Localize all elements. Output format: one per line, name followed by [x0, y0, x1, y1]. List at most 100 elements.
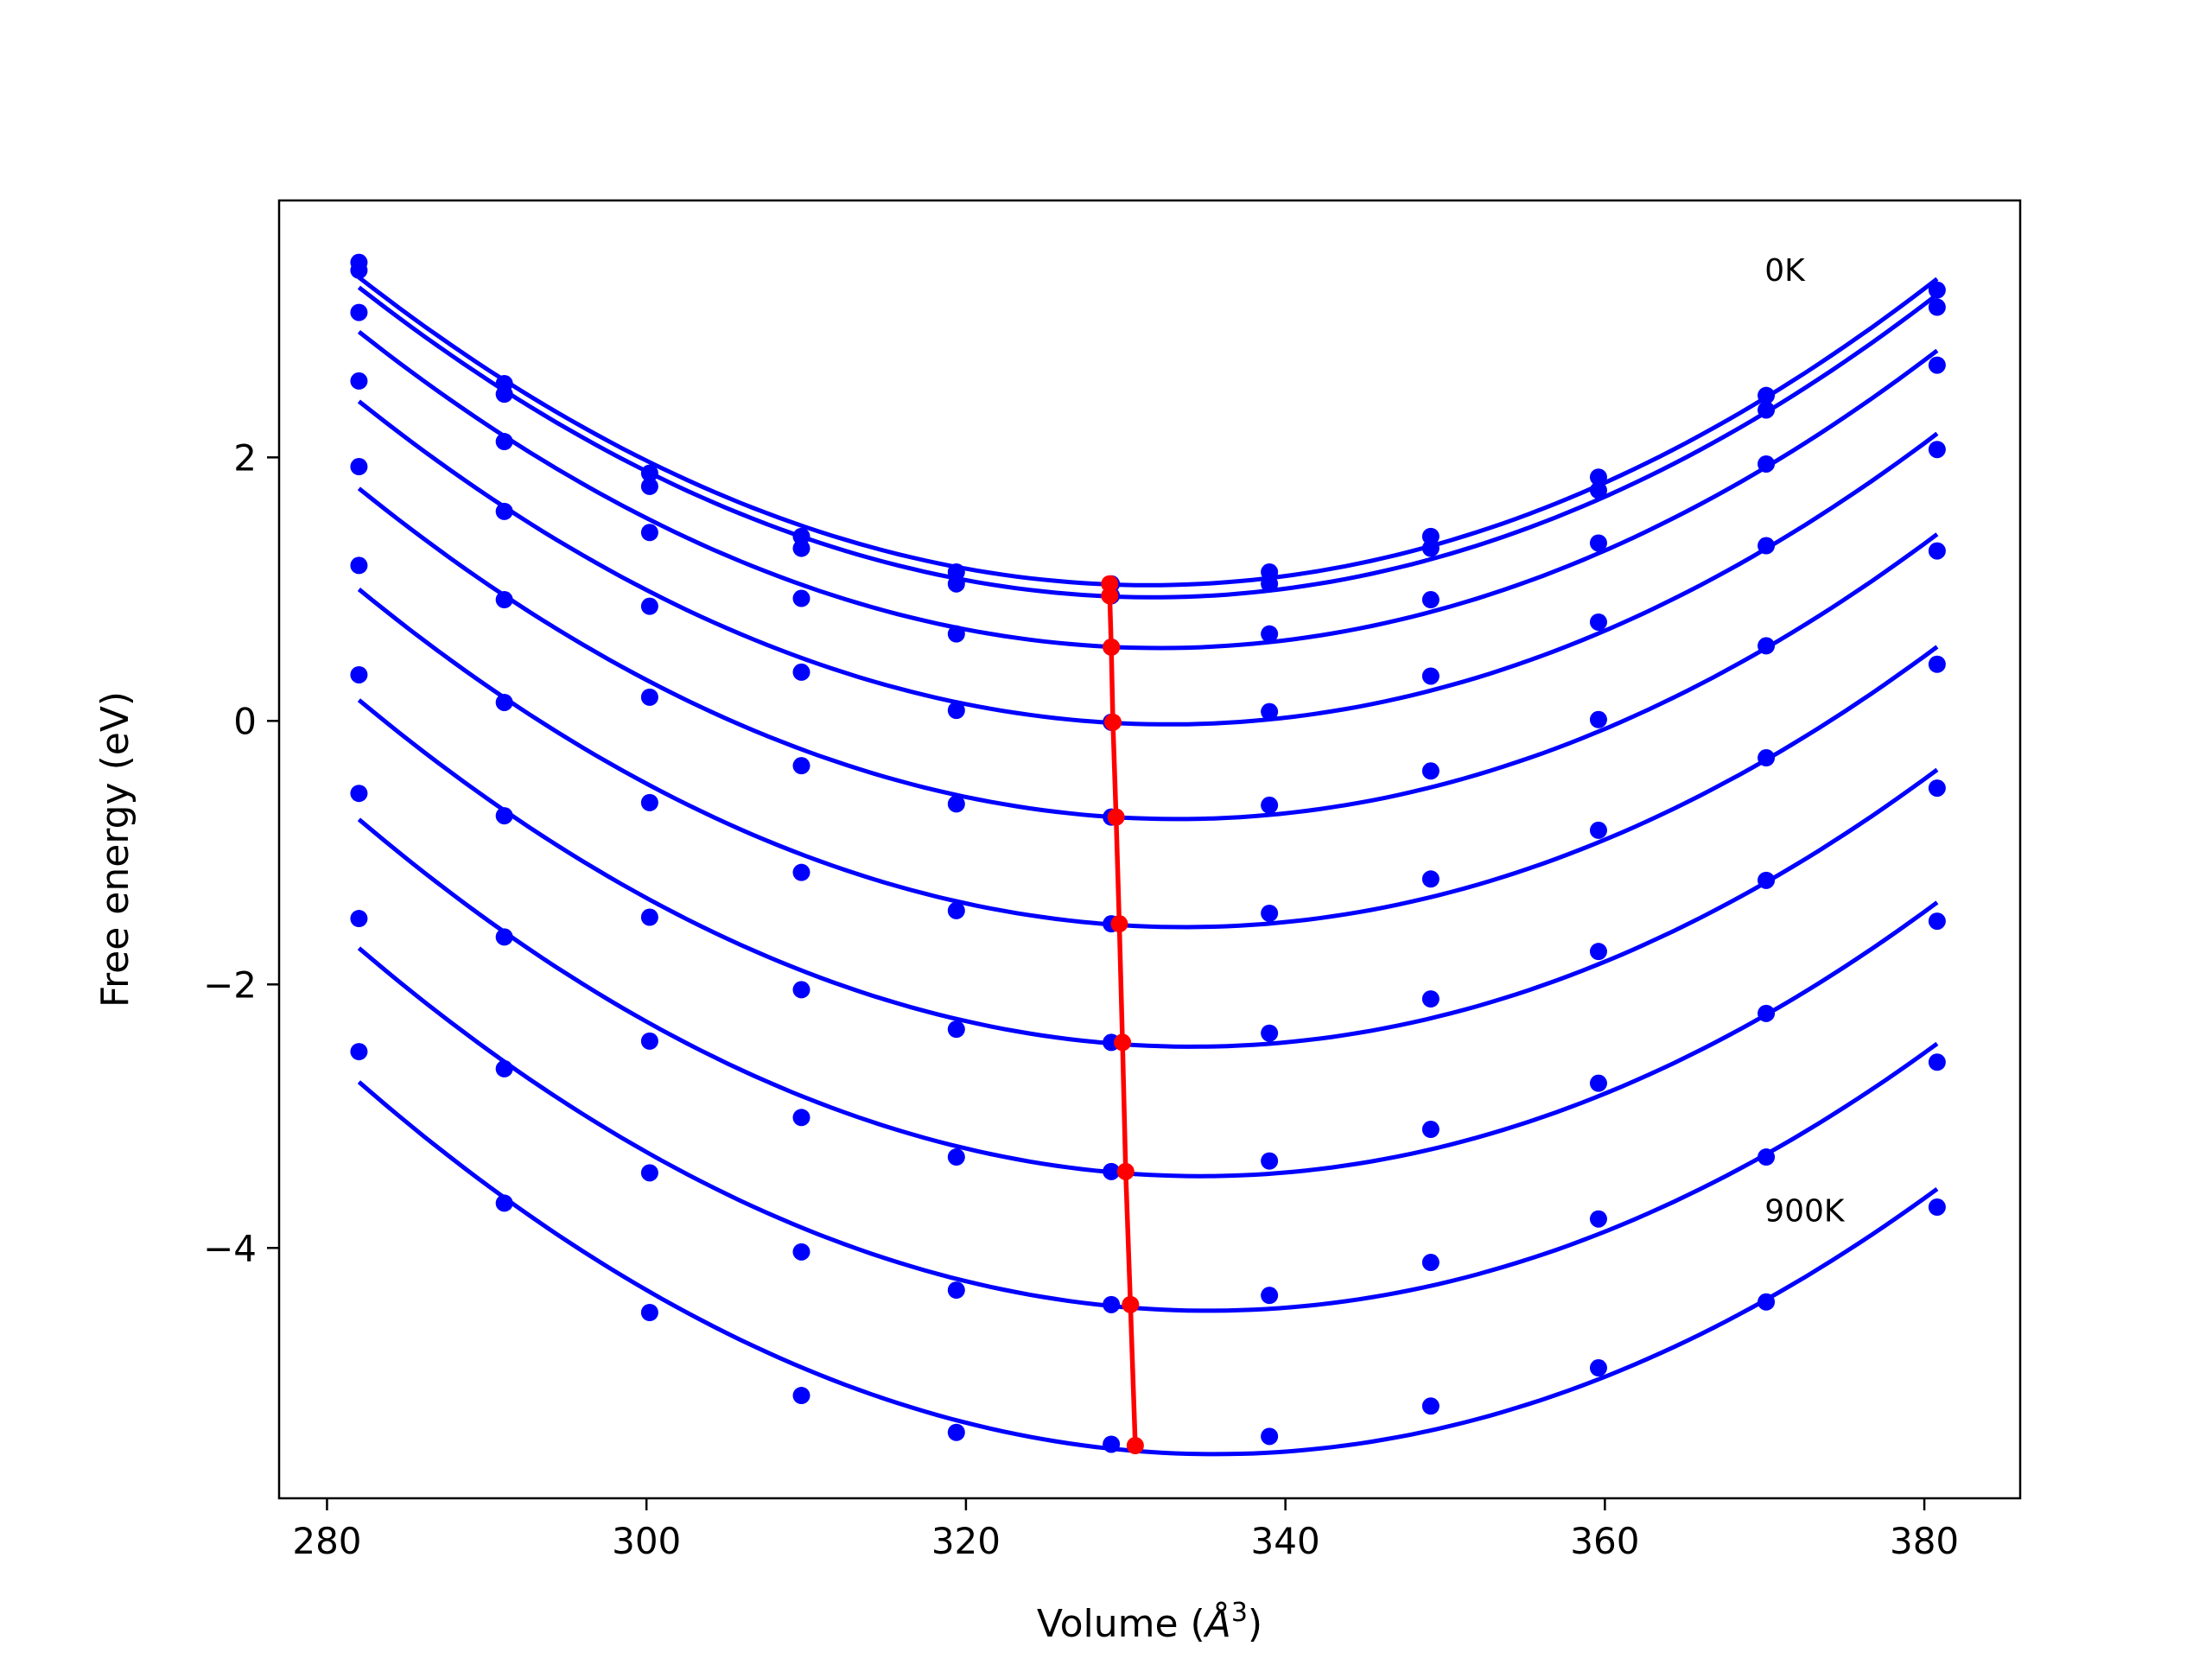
series-point [1421, 539, 1440, 557]
series-point [350, 303, 368, 321]
series-point [1758, 1148, 1776, 1166]
series-point [1103, 1295, 1121, 1313]
series-point [1758, 401, 1776, 419]
series-point [640, 524, 658, 542]
series-point [947, 575, 965, 593]
series-point [1261, 563, 1279, 582]
temperature-annotation: 900K [1764, 1194, 1846, 1230]
series-point [1758, 871, 1776, 889]
series-point [792, 757, 810, 775]
series-point [1928, 1198, 1946, 1217]
series-point [1103, 1435, 1121, 1453]
series-point [1421, 1397, 1440, 1415]
series-point [1758, 454, 1776, 473]
series-point [350, 785, 368, 803]
series-line [357, 486, 1939, 822]
series-point [1261, 625, 1279, 643]
series-point [350, 261, 368, 279]
series-0 [350, 253, 1946, 593]
minimum-line [1107, 583, 1138, 1446]
series-line [357, 285, 1939, 600]
series-point [947, 1281, 965, 1300]
series-point [1421, 990, 1440, 1008]
y-tick-label: −4 [203, 1227, 257, 1269]
series-point [1421, 762, 1440, 780]
series-point [947, 901, 965, 919]
series-point [1928, 655, 1946, 673]
minimum-layer [1101, 575, 1144, 1455]
minimum-point [1122, 1295, 1140, 1313]
minimum-point [1107, 808, 1125, 826]
series-point [495, 502, 513, 520]
series-6 [350, 665, 1946, 1052]
series-point [792, 539, 810, 557]
series-point [640, 597, 658, 615]
series-point [1589, 821, 1607, 839]
series-point [792, 589, 810, 607]
y-tick-label: 2 [233, 436, 257, 479]
series-point [947, 795, 965, 813]
x-tick-label: 380 [1890, 1520, 1959, 1562]
minimum-point [1114, 1033, 1132, 1052]
series-point [1589, 534, 1607, 552]
series-point [640, 477, 658, 495]
series-point [350, 665, 368, 683]
series-point [1589, 468, 1607, 486]
series-point [350, 910, 368, 928]
series-7 [350, 785, 1946, 1180]
series-point [947, 1020, 965, 1039]
series-line [357, 817, 1939, 1179]
series-point [1589, 613, 1607, 631]
minimum-point [1110, 915, 1128, 933]
series-point [1928, 779, 1946, 798]
x-tick-label: 280 [292, 1520, 361, 1562]
series-point [1421, 870, 1440, 888]
series-point [947, 702, 965, 720]
series-line [357, 330, 1939, 651]
minimum-point [1101, 587, 1119, 605]
series-point [640, 1303, 658, 1321]
series-line [357, 588, 1939, 930]
series-point [1261, 1152, 1279, 1170]
series-point [947, 625, 965, 643]
series-point [1589, 1359, 1607, 1377]
series-point [1928, 356, 1946, 374]
temperature-annotation: 0K [1764, 253, 1806, 289]
series-point [495, 1059, 513, 1077]
series-point [1758, 386, 1776, 404]
series-point [350, 1043, 368, 1061]
series-point [1421, 591, 1440, 609]
series-point [640, 793, 658, 811]
series-point [947, 1148, 965, 1166]
series-point [1421, 1254, 1440, 1272]
series-point [640, 1032, 658, 1050]
series-point [495, 591, 513, 609]
series-point [1261, 1427, 1279, 1446]
series-point [495, 433, 513, 451]
x-axis-label: Volume (Å3) [1037, 1598, 1262, 1646]
series-point [1758, 537, 1776, 555]
series-line [357, 698, 1939, 1049]
series-point [1421, 1121, 1440, 1139]
series-point [350, 556, 368, 575]
series-point [640, 1164, 658, 1182]
series-line [357, 946, 1939, 1313]
series-point [1758, 749, 1776, 767]
minimum-point [1103, 638, 1121, 656]
x-tick-label: 300 [612, 1520, 681, 1562]
minimum-point [1126, 1437, 1144, 1455]
x-axis: 280 300 320 340 360 380 [292, 1498, 1959, 1562]
series-point [1758, 637, 1776, 655]
series-point [1928, 298, 1946, 316]
series-point [792, 1387, 810, 1405]
series-point [495, 385, 513, 404]
series-point [350, 458, 368, 476]
plot-frame [277, 199, 2022, 1500]
series-point [1261, 1024, 1279, 1042]
series-point [1421, 667, 1440, 685]
series-point [495, 693, 513, 711]
series-9 [350, 1043, 1946, 1457]
series-point [1261, 702, 1279, 721]
minimum-point [1116, 1162, 1135, 1180]
